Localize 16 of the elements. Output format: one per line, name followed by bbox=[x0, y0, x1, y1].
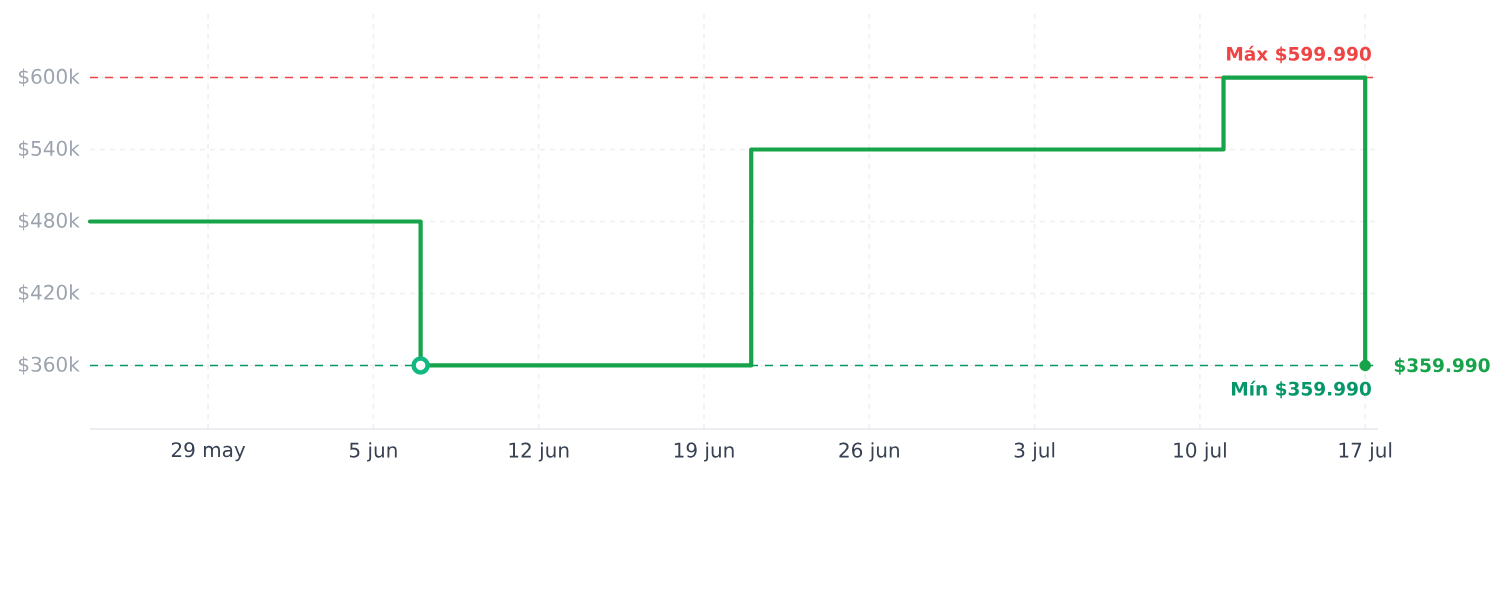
x-tick-label: 12 jun bbox=[509, 442, 569, 462]
x-tick-label: 26 jun bbox=[839, 442, 899, 462]
annotation: $359.990 bbox=[1394, 357, 1490, 375]
x-tick-label: 3 jul bbox=[1014, 442, 1055, 462]
y-tick-label: $360k bbox=[18, 356, 80, 375]
ref-line-label: Mín $359.990 bbox=[1232, 380, 1371, 399]
x-tick-label: 19 jun bbox=[674, 442, 734, 462]
y-tick-label: $600k bbox=[18, 68, 80, 87]
y-tick-label: $480k bbox=[18, 212, 80, 231]
y-tick-label: $420k bbox=[18, 284, 80, 303]
x-tick-label: 10 jul bbox=[1174, 442, 1226, 462]
x-tick-label: 17 jul bbox=[1339, 442, 1392, 462]
x-tick-label: 5 jun bbox=[349, 442, 397, 462]
x-tick-label: 29 may bbox=[171, 442, 246, 462]
ref-line-label: Máx $599.990 bbox=[1227, 45, 1371, 64]
y-tick-label: $540k bbox=[18, 140, 80, 159]
